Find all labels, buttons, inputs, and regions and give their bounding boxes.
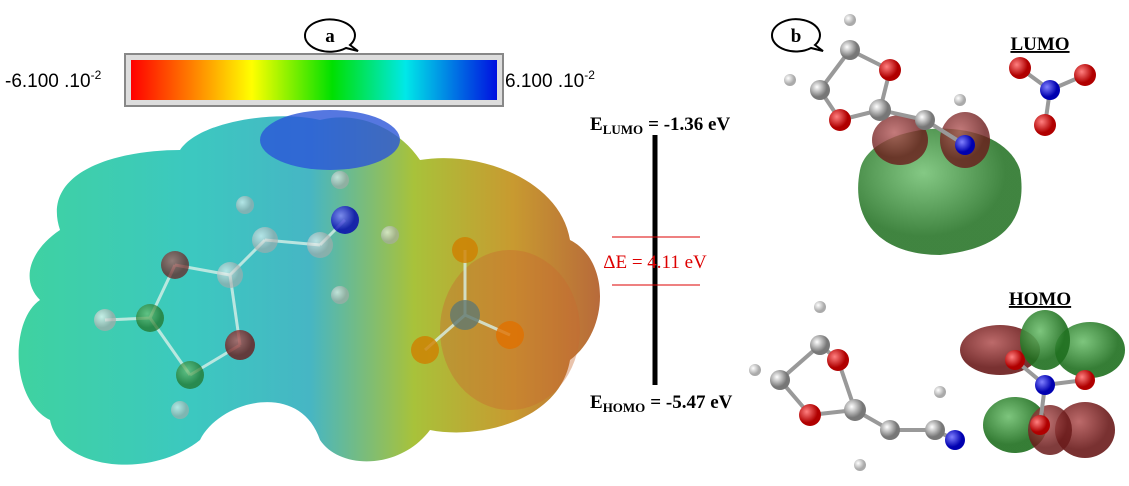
colorbar-max-label: 6.100 .10-2 <box>505 68 595 92</box>
homo-title: HOMO <box>1009 289 1071 310</box>
symbol: E <box>590 114 603 135</box>
homo-orbital <box>749 301 1125 471</box>
panel-label: a <box>325 26 335 47</box>
esp-surface <box>19 110 600 465</box>
subscript: LUMO <box>603 122 643 137</box>
symbol: E <box>590 392 603 413</box>
panel-label-a: a <box>305 19 358 51</box>
mantissa: 6.100 .10 <box>505 71 584 92</box>
panel-label-b: b <box>772 19 823 51</box>
subscript: HOMO <box>603 400 646 415</box>
lumo-energy: ELUMO = -1.36 eV <box>590 114 730 137</box>
exponent: -2 <box>91 68 102 82</box>
figure: a -6.100 .10-2 6.100 .10-2 ELUMO= -1.36 … <box>0 0 1129 486</box>
energy-gap: ΔE = 4.11 eV <box>603 252 707 273</box>
exponent: -2 <box>584 68 595 82</box>
colorbar-min-label: -6.100 .10-2 <box>5 68 102 92</box>
panel-label: b <box>791 26 802 47</box>
value: = -1.36 eV <box>648 114 730 135</box>
homo-energy: EHOMO = -5.47 eV <box>590 392 733 415</box>
colorbar <box>131 60 497 100</box>
lumo-title: LUMO <box>1010 34 1069 55</box>
mantissa: -6.100 .10 <box>5 71 91 92</box>
value: = -5.47 eV <box>650 392 732 413</box>
